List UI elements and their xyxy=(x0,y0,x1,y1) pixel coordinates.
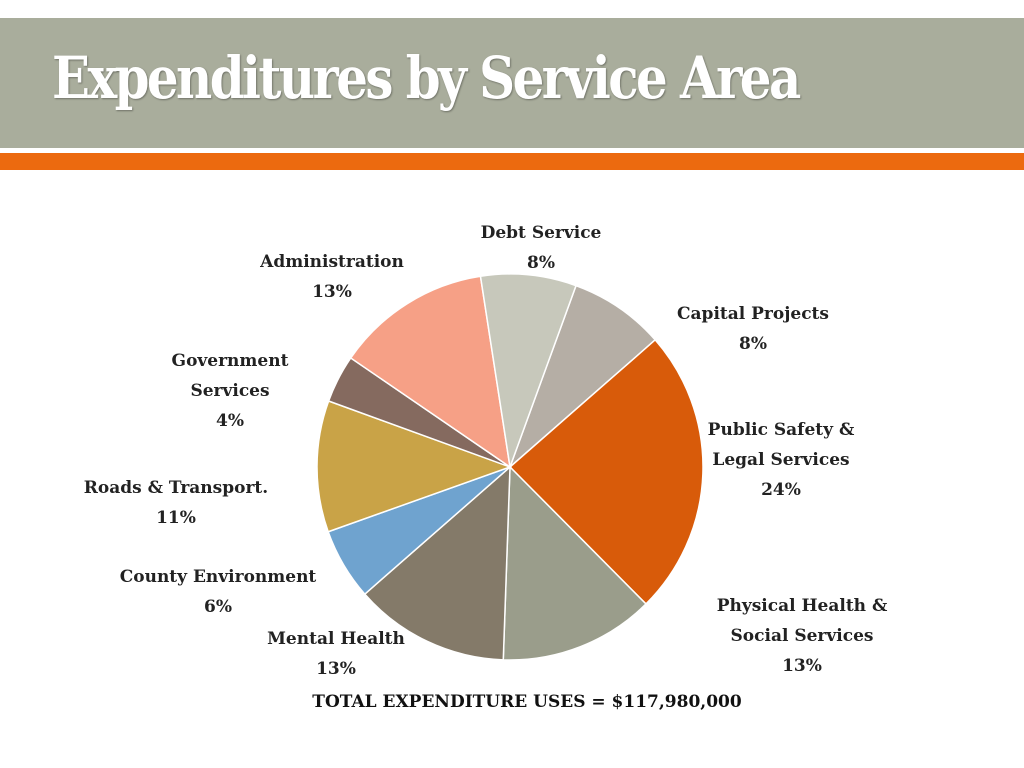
slice-label-government-services: Government Services 4% xyxy=(172,351,289,431)
slice-label-physical-health-and-social-services: Physical Health & Social Services 13% xyxy=(717,596,888,676)
accent-bar xyxy=(0,153,1024,170)
pie-slice-capital-projects xyxy=(479,273,577,468)
pie-slice-debt-service xyxy=(509,284,657,468)
slice-label-mental-health: Mental Health 13% xyxy=(267,629,405,679)
slice-label-administration: Administration 13% xyxy=(259,252,404,302)
title-band xyxy=(0,18,1024,148)
pie-slice-public-safety-and-legal-services xyxy=(508,338,704,606)
slice-label-debt-service: Debt Service 8% xyxy=(481,223,602,273)
pie-slice-roads-and-transport xyxy=(316,400,513,533)
pie-slice-physical-health-and-social-services xyxy=(502,465,648,661)
slice-label-county-environment: County Environment 6% xyxy=(120,567,317,617)
slice-label-public-safety-and-legal-services: Public Safety & Legal Services 24% xyxy=(708,420,855,500)
pie-slice-administration xyxy=(349,275,512,469)
slice-label-capital-projects: Capital Projects 8% xyxy=(677,304,829,354)
slice-labels: Debt Service 8% Public Safety & Legal Servi… xyxy=(84,223,888,679)
page-title: Expenditures by Service Area xyxy=(52,44,801,112)
slice-label-roads-and-transport: Roads & Transport. 11% xyxy=(84,478,268,528)
pie-slices xyxy=(316,273,704,661)
pie-slice-mental-health xyxy=(363,465,511,661)
total-expenditure-label: TOTAL EXPENDITURE USES = $117,980,000 xyxy=(312,692,742,712)
